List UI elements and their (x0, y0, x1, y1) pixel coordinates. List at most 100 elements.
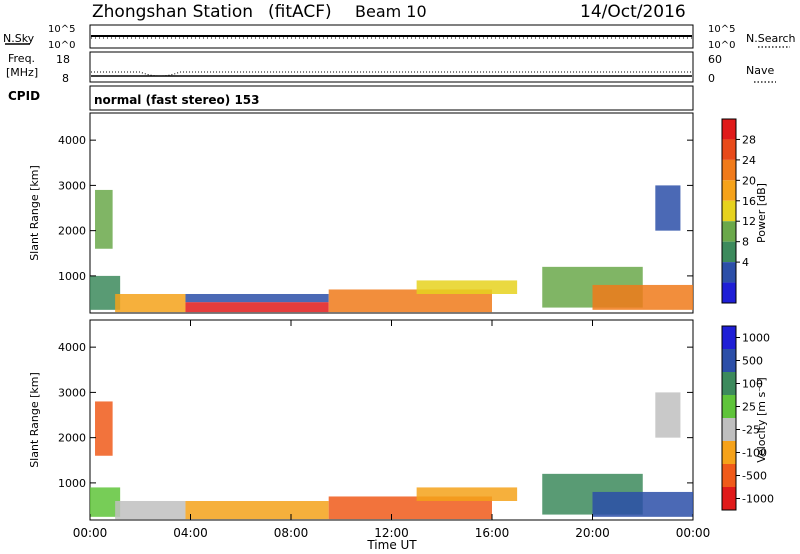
data-block (592, 284, 693, 310)
colorbar-tick-label: 16 (742, 195, 756, 208)
freq-label: Freq. (8, 52, 35, 65)
colorbar-tick-label: 500 (742, 355, 763, 368)
data-block (95, 401, 113, 456)
colorbar-swatch (722, 262, 736, 283)
velocity-ylabel: Slant Range [km] (28, 372, 41, 468)
data-block (592, 491, 693, 517)
date-title: 14/Oct/2016 (580, 2, 686, 22)
power-cells (90, 185, 693, 313)
nsky-tick-bottom: 10^0 (48, 40, 75, 51)
nsearch-tick-bottom: 10^0 (708, 40, 735, 51)
data-block (416, 280, 518, 294)
velocity-colorbar: 1000 500 100 25 -25 -100 -500 -1000 (721, 325, 774, 511)
beam-title: Beam 10 (355, 2, 427, 21)
colorbar-swatch (722, 180, 736, 201)
y-tick-label: 1000 (58, 270, 86, 283)
nsearch-label: N.Search (746, 32, 796, 45)
colorbar-swatch (722, 349, 736, 372)
colorbar-tick-label: -100 (742, 447, 767, 460)
colorbar-swatch (722, 464, 736, 487)
freq-unit-label: [MHz] (6, 66, 38, 79)
x-tick-label: 12:00 (374, 526, 409, 540)
colorbar-swatch (722, 418, 736, 441)
colorbar-swatch (722, 119, 736, 140)
data-block (328, 496, 492, 520)
velocity-x-ticks: 00:00 04:00 08:00 12:00 16:00 20:00 00:00 (73, 320, 711, 540)
nave-label: Nave (746, 64, 774, 77)
colorbar-swatch (722, 441, 736, 464)
nave-tick-top: 60 (708, 53, 722, 66)
colorbar-swatch (722, 372, 736, 395)
colorbar-frame (721, 325, 737, 511)
time-axis-label: Time UT (366, 538, 417, 552)
y-tick-label: 1000 (58, 477, 86, 490)
colorbar-tick-label: -500 (742, 470, 767, 483)
colorbar-tick-label: 4 (742, 256, 749, 269)
colorbar-tick-label: 20 (742, 174, 756, 187)
colorbar-frame (721, 118, 737, 304)
colorbar-tick-label: -1000 (742, 493, 774, 506)
velocity-y-ticks: 4000 3000 2000 1000 (58, 341, 693, 490)
freq-tick-top: 18 (56, 53, 70, 66)
x-tick-label: 00:00 (73, 526, 108, 540)
y-tick-label: 4000 (58, 341, 86, 354)
colorbar-swatch (722, 326, 736, 349)
colorbar-swatch (722, 159, 736, 181)
data-block (95, 189, 113, 249)
data-block (115, 500, 186, 520)
power-colorbar: 28 24 20 16 12 8 4 (721, 118, 756, 304)
data-block (655, 185, 681, 231)
colorbar-swatch (722, 200, 736, 222)
velocity-panel: 4000 3000 2000 1000 Slant Range [km] 1000 50… (28, 319, 774, 552)
y-tick-label: 3000 (58, 386, 86, 399)
colorbar-swatch (722, 241, 736, 263)
nsearch-tick-top: 10^5 (708, 24, 735, 35)
nave-tick-bottom: 0 (708, 72, 715, 85)
data-block (416, 487, 518, 501)
velocity-colorbar-label: Velocity [m s⁻¹] (755, 377, 768, 462)
freq-tick-bottom: 8 (62, 72, 69, 85)
nsky-tick-top: 10^5 (48, 24, 75, 35)
colorbar-tick-label: -25 (742, 424, 760, 437)
cpid-label: CPID (8, 89, 40, 103)
power-ylabel: Slant Range [km] (28, 165, 41, 261)
data-block (185, 302, 329, 313)
power-colorbar-label: Power [dB] (755, 183, 768, 243)
cpid-text: normal (fast stereo) 153 (94, 93, 260, 107)
nsky-label: N.Sky (3, 32, 35, 45)
colorbar-swatch (722, 282, 736, 303)
data-block (328, 289, 492, 313)
y-tick-label: 3000 (58, 179, 86, 192)
station-title: Zhongshan Station (92, 2, 253, 22)
y-tick-label: 4000 (58, 134, 86, 147)
colorbar-swatch (722, 395, 736, 418)
colorbar-swatch (722, 221, 736, 242)
colorbar-swatch (722, 139, 736, 160)
nsky-panel-frame (89, 24, 694, 49)
colorbar-tick-label: 28 (742, 133, 756, 146)
x-tick-label: 16:00 (475, 526, 510, 540)
data-block (655, 392, 681, 438)
data-block (115, 293, 186, 313)
power-panel: 4000 3000 2000 1000 Slant Range [km] 28 24 20… (28, 112, 768, 314)
data-block (185, 293, 329, 303)
mode-title: (fitACF) (268, 2, 332, 22)
x-tick-label: 08:00 (274, 526, 309, 540)
power-y-ticks: 4000 3000 2000 1000 (58, 134, 693, 283)
colorbar-tick-label: 25 (742, 401, 756, 414)
colorbar-tick-label: 1000 (742, 332, 770, 345)
freq-panel-frame (89, 51, 694, 83)
velocity-cells (90, 392, 693, 520)
x-tick-label: 00:00 (676, 526, 711, 540)
colorbar-tick-label: 100 (742, 378, 763, 391)
y-tick-label: 2000 (58, 225, 86, 238)
colorbar-tick-label: 24 (742, 154, 756, 167)
colorbar-tick-label: 12 (742, 215, 756, 228)
cpid-panel-frame (89, 85, 694, 111)
data-block (185, 500, 329, 520)
x-tick-label: 20:00 (575, 526, 610, 540)
y-tick-label: 2000 (58, 432, 86, 445)
colorbar-tick-label: 8 (742, 236, 749, 249)
colorbar-swatch (722, 487, 736, 510)
